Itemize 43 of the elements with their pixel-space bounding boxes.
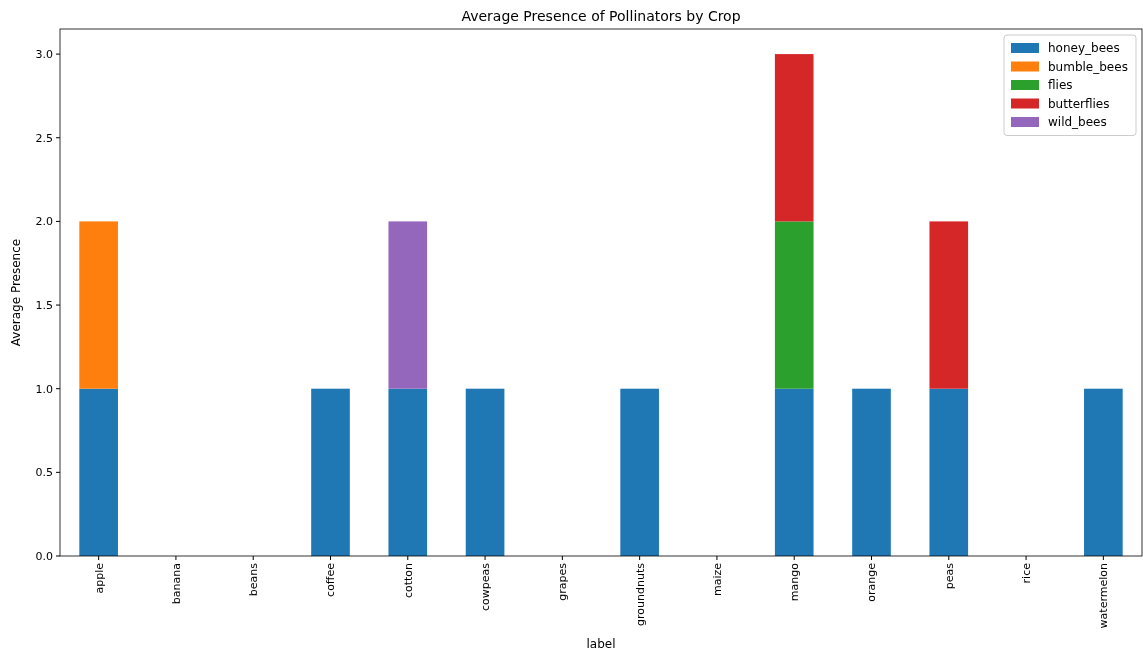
x-tick-label: beans (247, 562, 261, 597)
bar (79, 388, 118, 556)
x-tick-label: peas (942, 562, 956, 590)
bar (852, 388, 891, 556)
bar (620, 388, 659, 556)
x-tick-label: grapes (556, 562, 570, 601)
x-tick-label: banana (169, 563, 183, 605)
bar (388, 221, 428, 389)
bar (774, 388, 814, 556)
bar (774, 221, 814, 389)
y-tick-label: 2.0 (35, 215, 53, 229)
chart-title: Average Presence of Pollinators by Crop (461, 8, 741, 24)
bar (388, 388, 428, 556)
x-tick-label: rice (1019, 562, 1033, 584)
y-tick-label: 1.0 (35, 382, 53, 396)
x-tick-label: apple (92, 562, 106, 594)
legend-label: flies (1048, 78, 1073, 93)
x-tick-label: groundnuts (633, 562, 647, 626)
x-tick-label: coffee (324, 562, 338, 597)
y-axis-title: Average Presence (9, 238, 23, 347)
legend-label: bumble_bees (1048, 59, 1128, 74)
legend-label: honey_bees (1048, 41, 1120, 56)
legend-label: wild_bees (1048, 115, 1107, 130)
bar (465, 388, 505, 556)
x-axis-title: label (586, 637, 616, 651)
bar (774, 54, 814, 222)
x-tick-label: cowpeas (478, 562, 492, 611)
x-tick-label: orange (865, 562, 879, 602)
bar (79, 221, 118, 389)
x-tick-label: watermelon (1097, 562, 1111, 629)
x-tick-label: cotton (401, 562, 415, 599)
bar (1084, 388, 1123, 556)
bar (929, 221, 969, 389)
y-tick-label: 1.5 (35, 298, 53, 312)
bar (311, 388, 350, 556)
x-tick-label: maize (710, 562, 724, 597)
y-tick-label: 2.5 (35, 131, 53, 145)
bar (929, 388, 969, 556)
x-tick-label: mango (788, 562, 802, 602)
y-tick-label: 0.5 (35, 466, 53, 480)
y-tick-label: 0.0 (35, 549, 53, 563)
legend-label: butterflies (1048, 96, 1110, 111)
y-tick-label: 3.0 (35, 47, 53, 61)
